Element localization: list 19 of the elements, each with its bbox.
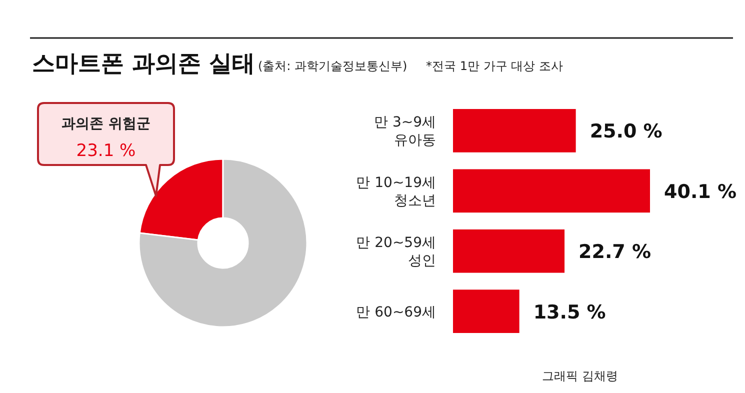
y-tick-label: 만 10~19세 청소년 — [356, 174, 436, 209]
data-label: 25.0 % — [590, 120, 662, 143]
slice-label: 과의존 위험군 — [62, 116, 150, 132]
data-label: 22.7 % — [578, 241, 652, 264]
text: *전국 1만 가구 대상 조사 — [426, 59, 563, 73]
text: (출처: 과학기술정보통신부) — [258, 59, 408, 73]
y-tick-label: 만 3~9세 유아동 — [374, 114, 436, 149]
chart-title: 스마트폰 과의존 실태 — [32, 51, 256, 77]
data-label: 23.1 % — [76, 141, 136, 161]
bar — [453, 229, 565, 273]
y-tick-label: 만 60~69세 — [356, 304, 436, 320]
donut-slice — [138, 158, 308, 328]
data-label: 13.5 % — [533, 301, 606, 324]
bar — [453, 109, 576, 152]
text: 그래픽 김채령 — [542, 369, 618, 383]
data-label: 40.1 % — [664, 180, 737, 203]
y-tick-label: 만 20~59세 성인 — [356, 235, 436, 270]
bar — [453, 290, 520, 333]
bar — [453, 169, 650, 213]
